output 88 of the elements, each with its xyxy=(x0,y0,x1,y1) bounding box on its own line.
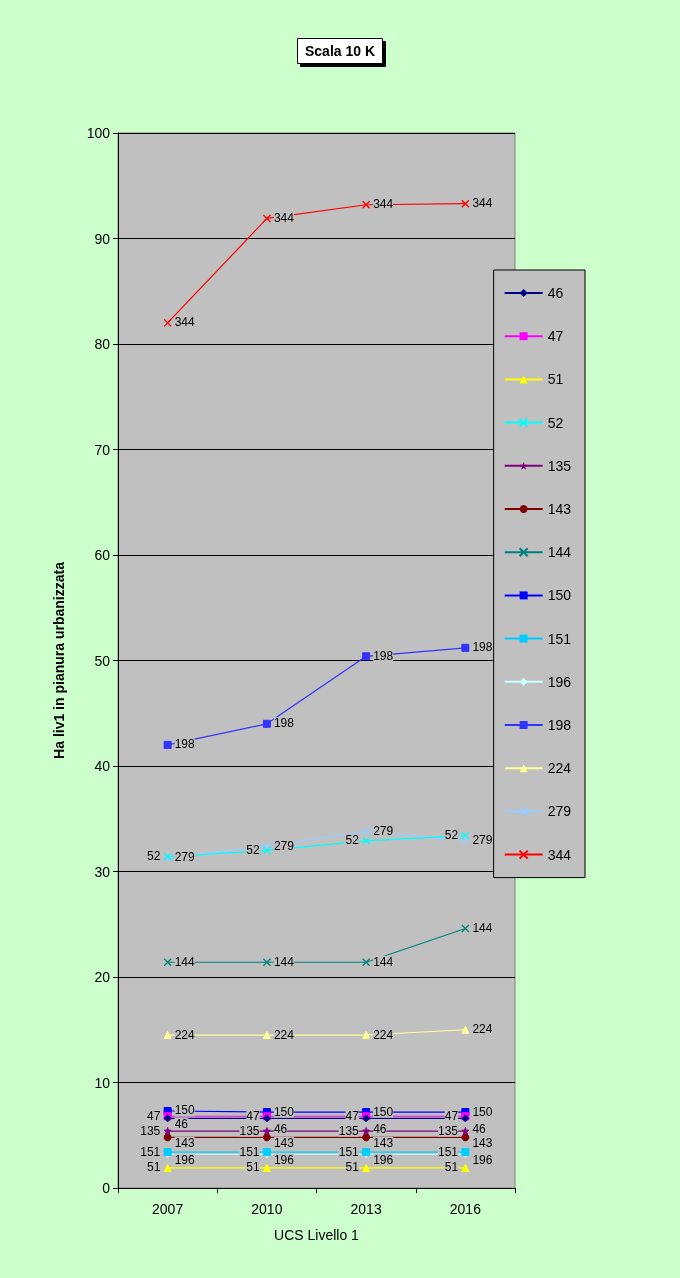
annotation: 151 xyxy=(140,1144,161,1159)
legend-label: 198 xyxy=(547,717,572,733)
annotation: 52 xyxy=(345,833,360,848)
chart-title: Scala 10 K xyxy=(304,43,376,59)
annotation: 46 xyxy=(373,1121,387,1136)
x-axis-title: UCS Livello 1 xyxy=(274,1227,360,1243)
annotation: 46 xyxy=(472,1121,487,1136)
annotation: 144 xyxy=(273,954,295,969)
annotation: 47 xyxy=(147,1108,161,1123)
annotation: 143 xyxy=(273,1135,295,1150)
annotation: 344 xyxy=(373,197,394,212)
annotation: 144 xyxy=(373,954,394,969)
annotation: 51 xyxy=(246,1160,260,1175)
annotation: 135 xyxy=(338,1123,360,1138)
annotation: 135 xyxy=(239,1123,260,1138)
y-tick-label: 90 xyxy=(94,230,111,247)
annotation: 279 xyxy=(472,833,493,848)
annotation: 51 xyxy=(147,1160,161,1175)
annotation: 196 xyxy=(174,1152,195,1167)
annotation: 47 xyxy=(345,1108,360,1123)
legend-label: 47 xyxy=(547,328,564,345)
annotation: 150 xyxy=(373,1104,394,1119)
legend-label: 144 xyxy=(547,544,572,561)
legend-label: 135 xyxy=(547,457,572,474)
annotation: 279 xyxy=(273,838,295,853)
y-axis-title: Ha liv1 in pianura urbanizzata xyxy=(51,561,67,759)
annotation: 151 xyxy=(437,1144,459,1159)
legend-label: 150 xyxy=(547,587,572,604)
annotation: 198 xyxy=(472,640,493,655)
x-tick-label: 2013 xyxy=(350,1201,382,1217)
y-tick-label: 30 xyxy=(94,863,111,880)
annotation: 196 xyxy=(373,1152,394,1167)
legend-label: 143 xyxy=(547,501,572,517)
annotation: 52 xyxy=(147,849,161,864)
legend-label: 51 xyxy=(547,371,564,388)
y-tick-label: 70 xyxy=(94,441,111,458)
y-tick-label: 100 xyxy=(86,125,111,141)
annotation: 150 xyxy=(472,1104,493,1119)
annotation: 150 xyxy=(174,1103,195,1118)
y-tick-label: 60 xyxy=(94,547,111,563)
legend-label: 46 xyxy=(547,285,564,301)
annotation: 196 xyxy=(472,1152,493,1167)
annotation: 135 xyxy=(437,1123,459,1138)
y-tick-label: 80 xyxy=(94,336,111,352)
annotation: 151 xyxy=(338,1144,360,1159)
annotation: 46 xyxy=(273,1121,288,1136)
y-tick-label: 20 xyxy=(94,969,111,985)
annotation: 52 xyxy=(444,828,459,843)
annotation: 198 xyxy=(373,648,394,663)
x-tick-label: 2007 xyxy=(152,1201,184,1217)
annotation: 344 xyxy=(273,210,295,225)
annotation: 51 xyxy=(345,1160,360,1175)
annotation: 224 xyxy=(273,1027,295,1042)
annotation: 279 xyxy=(373,823,394,838)
annotation: 135 xyxy=(140,1123,161,1138)
x-tick-label: 2010 xyxy=(251,1201,283,1217)
annotation: 51 xyxy=(444,1160,459,1175)
annotation: 143 xyxy=(472,1135,493,1150)
annotation: 279 xyxy=(174,850,195,865)
annotation: 344 xyxy=(174,315,195,330)
annotation: 224 xyxy=(174,1027,195,1042)
legend-label: 344 xyxy=(547,846,572,863)
annotation: 52 xyxy=(246,842,260,857)
annotation: 47 xyxy=(246,1108,260,1123)
annotation: 150 xyxy=(273,1104,295,1119)
legend-label: 196 xyxy=(547,673,572,690)
annotation: 344 xyxy=(472,196,493,211)
legend-label: 52 xyxy=(547,414,564,431)
legend-label: 224 xyxy=(547,760,572,777)
annotation: 198 xyxy=(273,716,295,731)
y-tick-label: 0 xyxy=(102,1180,111,1196)
annotation: 144 xyxy=(174,954,195,969)
annotation: 151 xyxy=(239,1144,260,1159)
annotation: 143 xyxy=(174,1135,195,1150)
legend-label: 279 xyxy=(547,803,572,820)
annotation: 143 xyxy=(373,1135,394,1150)
annotation: 47 xyxy=(444,1108,459,1123)
annotation: 198 xyxy=(174,737,195,752)
legend-label: 151 xyxy=(547,630,572,647)
annotation: 196 xyxy=(273,1152,295,1167)
annotation: 144 xyxy=(472,920,493,935)
x-tick-label: 2016 xyxy=(449,1201,482,1217)
annotation: 46 xyxy=(174,1116,189,1131)
annotation: 224 xyxy=(472,1022,493,1037)
y-tick-label: 10 xyxy=(94,1074,111,1091)
y-tick-label: 50 xyxy=(94,652,111,669)
y-tick-label: 40 xyxy=(94,758,111,774)
annotation: 224 xyxy=(373,1027,394,1042)
